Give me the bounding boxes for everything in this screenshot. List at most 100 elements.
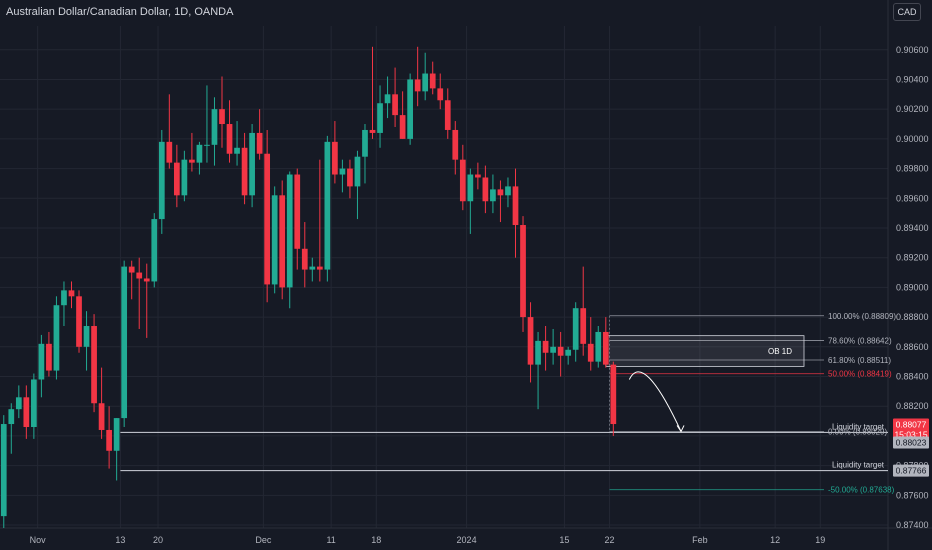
candle-body — [166, 141, 173, 163]
x-tick-label: Feb — [692, 535, 708, 545]
candle — [151, 213, 158, 288]
candle-body — [362, 129, 368, 157]
candle-body — [542, 340, 549, 353]
candle — [392, 67, 398, 127]
y-tick-label: 0.88800 — [896, 312, 929, 322]
candle-body — [143, 278, 150, 282]
candle — [166, 94, 173, 169]
candle-body — [332, 141, 338, 175]
candle-body — [151, 219, 158, 282]
candle-body — [565, 349, 572, 356]
candle — [362, 124, 368, 184]
candle-body — [354, 156, 361, 187]
fib-level-label: 61.80% (0.88511) — [828, 356, 891, 365]
candle — [444, 88, 451, 139]
candle — [452, 121, 459, 175]
candle — [414, 46, 421, 107]
candle-body — [31, 379, 37, 428]
candle-body — [196, 144, 203, 163]
x-tick-label: 19 — [815, 535, 825, 545]
candle — [301, 222, 308, 288]
candle-body — [189, 159, 195, 163]
candle-body — [23, 397, 30, 428]
grid-lines — [0, 26, 888, 528]
candle — [497, 180, 504, 223]
candle — [602, 317, 609, 368]
candle-body — [324, 141, 331, 270]
candle — [294, 168, 301, 270]
candle — [128, 260, 135, 300]
candle-body — [384, 94, 391, 104]
candle — [429, 61, 436, 95]
candle-body — [249, 132, 255, 196]
candle — [196, 141, 203, 175]
candle-body — [399, 115, 406, 139]
candle-body — [46, 343, 52, 371]
candle — [475, 162, 481, 190]
candle — [76, 290, 82, 353]
candle-body — [512, 186, 519, 226]
candle-body — [121, 266, 128, 419]
candle — [535, 331, 541, 410]
fib-level-label: 100.00% (0.88809) — [828, 312, 896, 321]
candle — [550, 328, 556, 365]
candle — [189, 132, 195, 172]
candle — [121, 260, 128, 428]
candle — [271, 186, 278, 294]
candle-body — [0, 424, 7, 517]
candle — [505, 177, 511, 208]
candle-body — [610, 364, 617, 425]
candle — [557, 331, 564, 377]
price-tag: 0.88023 — [893, 436, 929, 449]
candle-body — [369, 129, 376, 133]
candle — [204, 85, 210, 163]
candle — [595, 326, 602, 368]
x-tick-label: 2024 — [457, 535, 477, 545]
candle-body — [106, 429, 112, 451]
candle-body — [256, 132, 263, 154]
candle-body — [61, 290, 67, 306]
y-tick-label: 0.89800 — [896, 164, 929, 174]
candle-body — [407, 79, 413, 139]
candle — [580, 266, 587, 356]
candle-body — [301, 248, 308, 270]
y-tick-label: 0.90000 — [896, 134, 929, 144]
candle-body — [347, 168, 353, 187]
candle — [286, 171, 293, 309]
candle — [136, 257, 143, 329]
candle — [173, 144, 180, 208]
price-tag-box — [893, 436, 929, 449]
candle — [38, 334, 45, 398]
y-tick-label: 0.90400 — [896, 74, 929, 84]
candle — [91, 314, 97, 413]
candle-body — [271, 195, 278, 285]
candle — [467, 168, 474, 234]
candle-body — [339, 168, 346, 175]
chart-title: Australian Dollar/Canadian Dollar, 1D, O… — [6, 6, 234, 18]
candle — [490, 174, 496, 214]
y-tick-label: 0.87400 — [896, 520, 929, 530]
candle — [512, 168, 519, 258]
liquidity-label: Liquidity target — [832, 422, 885, 431]
currency-button[interactable]: CAD — [893, 3, 921, 21]
price-tag-box — [893, 418, 929, 441]
candle — [0, 415, 7, 528]
candle — [587, 317, 594, 371]
candle-body — [527, 317, 534, 365]
candle — [542, 326, 549, 371]
candle-body — [91, 326, 97, 404]
candle — [68, 281, 75, 309]
candle-body — [452, 129, 459, 160]
price-tag: 0.87766 — [893, 464, 929, 477]
candle — [422, 52, 429, 101]
candle — [53, 296, 60, 380]
candle — [332, 121, 338, 184]
candle-body — [76, 296, 82, 347]
y-tick-label: 0.89000 — [896, 282, 929, 292]
candle-body — [602, 331, 609, 365]
candle — [565, 346, 572, 365]
candle — [399, 91, 406, 139]
price-tag-value: 0.87766 — [896, 466, 927, 476]
